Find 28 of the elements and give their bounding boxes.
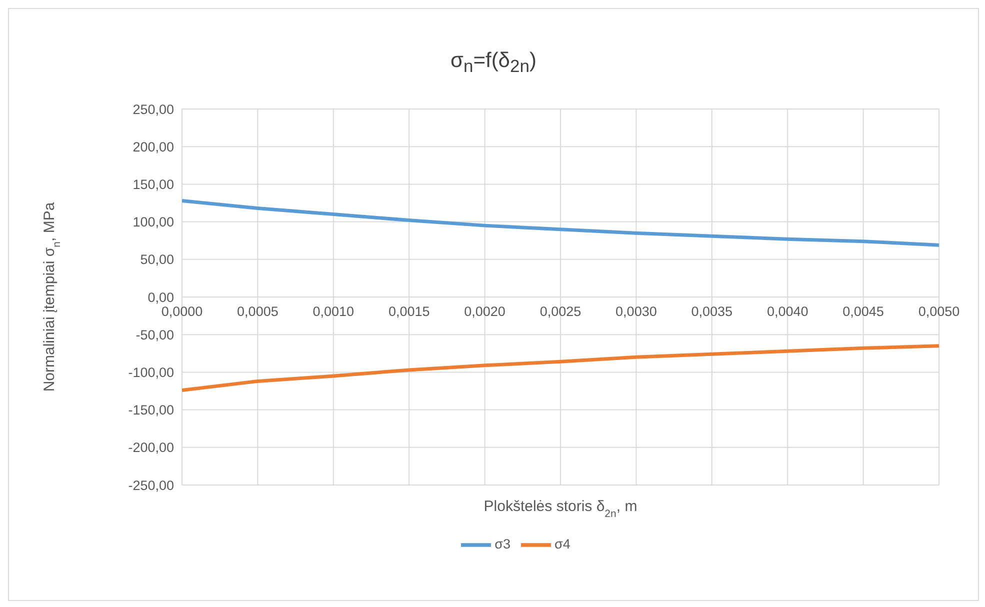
x-tick-label: 0,0030	[616, 304, 657, 319]
y-tick-label: 50,00	[140, 252, 174, 268]
y-tick-label: -100,00	[128, 364, 174, 380]
y-tick-label: -50,00	[136, 327, 174, 342]
legend-label: σ3	[494, 536, 510, 552]
x-tick-label: 0,0020	[464, 304, 506, 319]
x-tick-label: 0,0010	[312, 304, 354, 319]
x-tick-label: 0,0015	[388, 304, 430, 319]
x-tick-label: 0,0040	[766, 304, 808, 319]
x-tick-label: 0,0000	[161, 304, 203, 319]
y-tick-label: -150,00	[128, 402, 174, 418]
x-axis-title: Plokštelės storis δ$_{2n}$, m	[484, 498, 638, 520]
y-tick-label: 0,00	[148, 290, 174, 305]
legend-label: σ4	[554, 536, 570, 552]
line-series	[182, 198, 939, 247]
y-tick-label: 250,00	[132, 102, 174, 117]
line-series	[182, 344, 939, 392]
x-tick-label: 0,0005	[237, 304, 278, 319]
y-tick-label: -250,00	[128, 478, 174, 493]
x-tick-label: 0,0035	[691, 304, 733, 319]
y-tick-label: 150,00	[132, 176, 174, 192]
x-tick-label: 0,0045	[842, 304, 884, 319]
x-tick-label: 0,0050	[918, 304, 960, 319]
y-tick-label: 200,00	[132, 139, 174, 154]
y-tick-label: -200,00	[128, 440, 174, 456]
chart-title: σ$_{n}$=f(δ$_{2n}$)	[450, 49, 538, 78]
x-tick-label: 0,0025	[540, 304, 582, 319]
y-tick-label: 100,00	[132, 214, 174, 230]
